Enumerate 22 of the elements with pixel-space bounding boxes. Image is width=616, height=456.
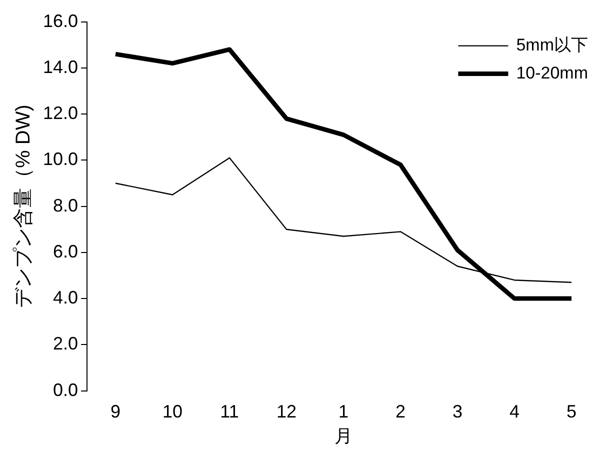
y-tick-label: 2.0: [53, 334, 78, 354]
y-tick-label: 8.0: [53, 195, 78, 216]
y-tick-label: 6.0: [53, 241, 78, 262]
x-tick-label: 11: [220, 402, 239, 422]
y-tick-label: 10.0: [42, 149, 78, 170]
legend-label: 10-20mm: [516, 63, 588, 82]
y-tick-label: 14.0: [42, 56, 78, 77]
x-tick-label: 1: [338, 402, 349, 422]
y-tick-label: 0.0: [53, 380, 78, 400]
x-tick-label: 9: [110, 402, 121, 422]
x-tick-label: 2: [396, 402, 406, 422]
x-tick-label: 12: [276, 402, 297, 422]
legend-label: 5mm以下: [516, 35, 588, 54]
x-tick-label: 5: [566, 402, 577, 422]
x-tick-label: 4: [510, 402, 520, 422]
y-tick-label: 12.0: [42, 103, 78, 124]
x-axis-title: 月: [334, 426, 353, 446]
x-tick-label: 3: [452, 402, 463, 422]
y-tick-label: 16.0: [42, 10, 78, 31]
y-tick-label: 4.0: [53, 288, 78, 308]
x-tick-label: 10: [162, 402, 183, 422]
y-axis-title: デンプン含量（% DW): [12, 104, 35, 308]
